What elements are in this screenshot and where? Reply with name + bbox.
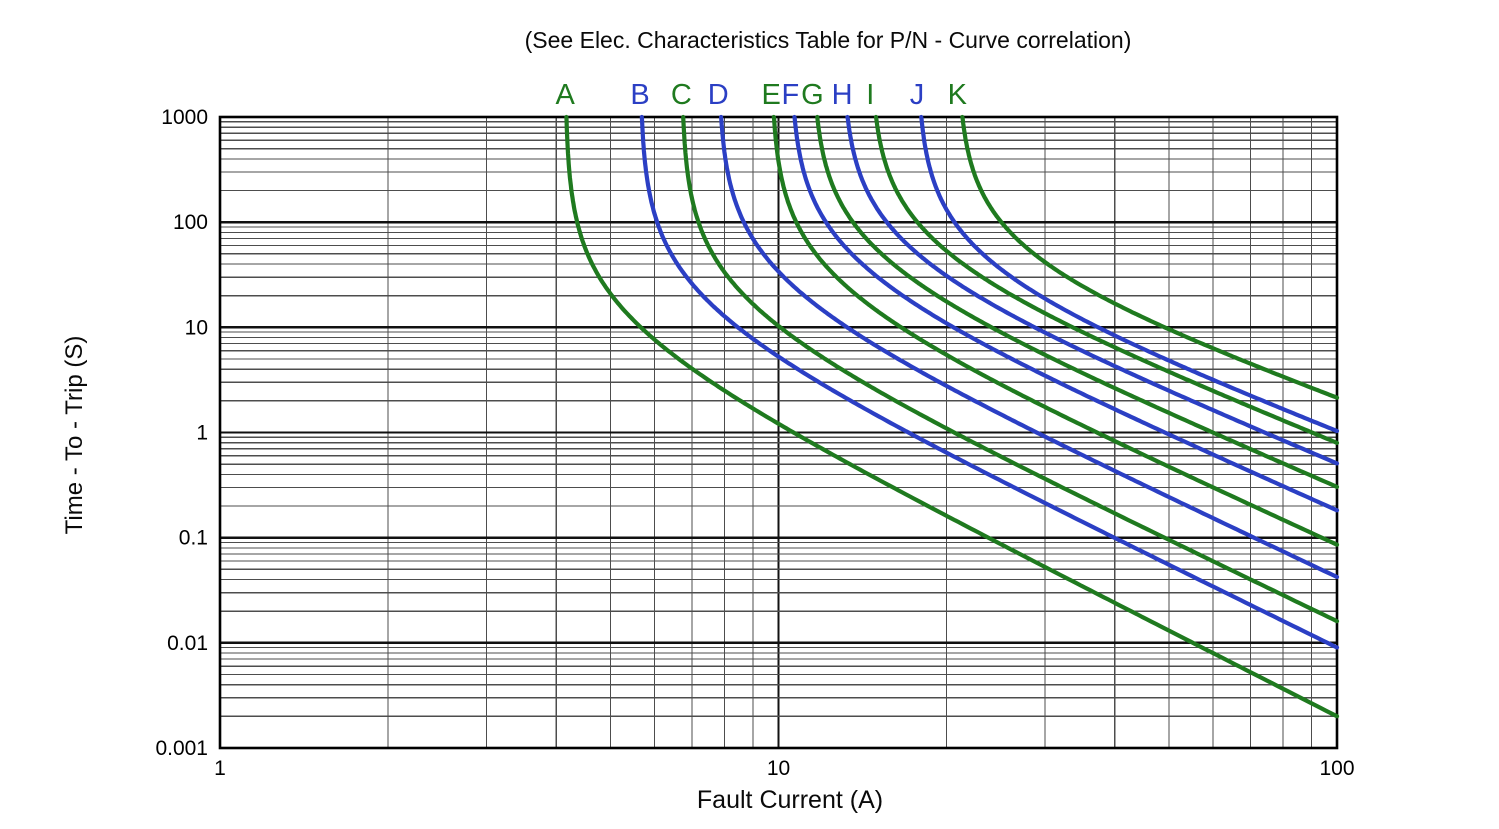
chart-title: (See Elec. Characteristics Table for P/N… [524,27,1132,53]
y-tick-label: 10 [185,316,208,339]
curve-label-G: G [801,79,824,111]
x-tick-label: 1 [214,757,226,780]
y-tick-label: 100 [173,211,208,234]
curve-label-K: K [948,79,968,111]
curve-C [681,114,1340,624]
curve-H [845,114,1340,466]
y-tick-label: 0.001 [155,737,208,760]
curve-label-A: A [556,79,576,111]
curve-D [718,114,1340,580]
curve-J [919,114,1340,434]
curve-label-D: D [708,79,729,111]
curve-label-H: H [832,79,853,111]
y-tick-label: 1 [196,422,208,445]
curve-label-B: B [630,79,649,111]
curve-F [792,114,1340,513]
curve-label-J: J [910,79,925,111]
y-axis-title: Time - To - Trip (S) [61,335,88,535]
y-tick-label: 1000 [161,106,208,129]
curve-I [873,114,1340,445]
curve-label-F: F [781,79,799,111]
curve-K [960,114,1340,400]
x-tick-label: 100 [1319,757,1354,780]
curve-A [564,114,1340,719]
curve-B [639,114,1340,650]
curve-label-E: E [761,79,780,111]
x-tick-label: 10 [767,757,790,780]
y-tick-label: 0.01 [167,632,208,655]
y-tick-label: 0.1 [179,527,208,550]
curve-E [771,114,1340,547]
x-axis-title: Fault Current (A) [696,786,884,814]
curve-label-C: C [671,79,692,111]
curve-G [815,114,1340,489]
curve-label-I: I [866,79,874,111]
